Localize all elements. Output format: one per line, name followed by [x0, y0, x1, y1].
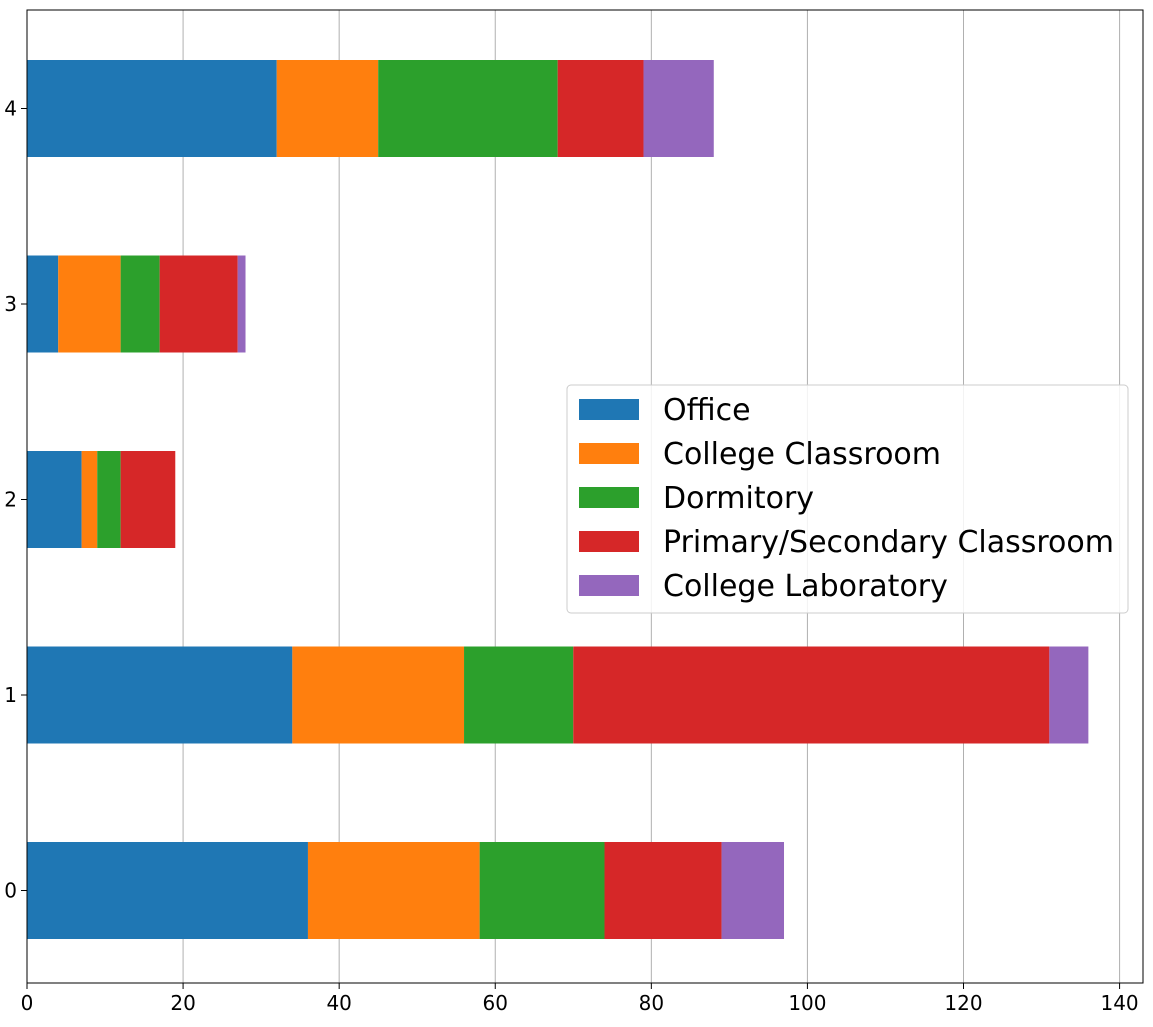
legend-box [566, 384, 1129, 614]
bar-segment-primary-secondary-classroom-1 [573, 646, 1050, 744]
legend-label: Office [663, 393, 751, 428]
bar-segment-dormitory-2 [97, 451, 121, 548]
bar-segment-dormitory-1 [464, 646, 574, 744]
legend-label: College Laboratory [663, 569, 948, 604]
y-tick-label: 1 [4, 683, 17, 707]
bar-segment-college-classroom-3 [58, 255, 121, 353]
x-tick-label: 140 [1100, 991, 1138, 1015]
bar-segment-primary-secondary-classroom-3 [159, 255, 238, 353]
bar-segment-office-0 [27, 842, 308, 939]
x-tick-label: 40 [326, 991, 351, 1015]
bar-segment-college-classroom-1 [292, 646, 465, 744]
bar-segment-office-4 [27, 60, 277, 157]
bar-segment-college-laboratory-0 [721, 842, 785, 939]
legend-label: Dormitory [663, 481, 814, 516]
legend-label: College Classroom [663, 437, 941, 472]
y-tick-label: 0 [4, 879, 17, 903]
bar-segment-dormitory-0 [479, 842, 605, 939]
bar-segment-primary-secondary-classroom-4 [557, 60, 644, 157]
bar-segments [27, 60, 1089, 939]
x-tick-label: 20 [170, 991, 195, 1015]
y-tick-label: 2 [4, 488, 17, 512]
bar-segment-college-classroom-0 [307, 842, 480, 939]
x-tick-label: 120 [944, 991, 982, 1015]
bar-segment-college-laboratory-4 [643, 60, 714, 157]
bar-segment-college-laboratory-1 [1049, 646, 1089, 744]
bar-segment-college-laboratory-3 [237, 255, 246, 353]
bar-segment-dormitory-4 [378, 60, 558, 157]
x-tick-label: 60 [483, 991, 508, 1015]
x-axis-ticks: 0 20 40 60 80 100 120 140 [21, 983, 1139, 1015]
bar-segment-office-1 [27, 646, 293, 744]
legend-swatch [579, 575, 639, 596]
legend-swatch [579, 399, 639, 420]
bar-segment-college-classroom-4 [276, 60, 379, 157]
x-tick-label: 100 [788, 991, 826, 1015]
bar-segment-primary-secondary-classroom-0 [604, 842, 722, 939]
bar-segment-office-3 [27, 255, 59, 353]
y-tick-label: 3 [4, 292, 17, 316]
bar-segment-college-classroom-2 [81, 451, 98, 548]
x-tick-label: 0 [21, 991, 34, 1015]
x-tick-label: 80 [639, 991, 664, 1015]
legend-label: Primary/Secondary Classroom [663, 525, 1114, 560]
y-tick-label: 4 [4, 97, 17, 121]
legend-swatch [579, 487, 639, 508]
bar-segment-dormitory-3 [120, 255, 160, 353]
legend-swatch [579, 443, 639, 464]
legend: Office College Classroom Dormitory Primary/… [566, 384, 1129, 614]
bar-segment-office-2 [27, 451, 82, 548]
y-axis-ticks: 0 1 2 3 4 [4, 97, 27, 903]
bar-segment-primary-secondary-classroom-2 [120, 451, 176, 548]
legend-swatch [579, 531, 639, 552]
plot-area-frame [26, 9, 1144, 984]
